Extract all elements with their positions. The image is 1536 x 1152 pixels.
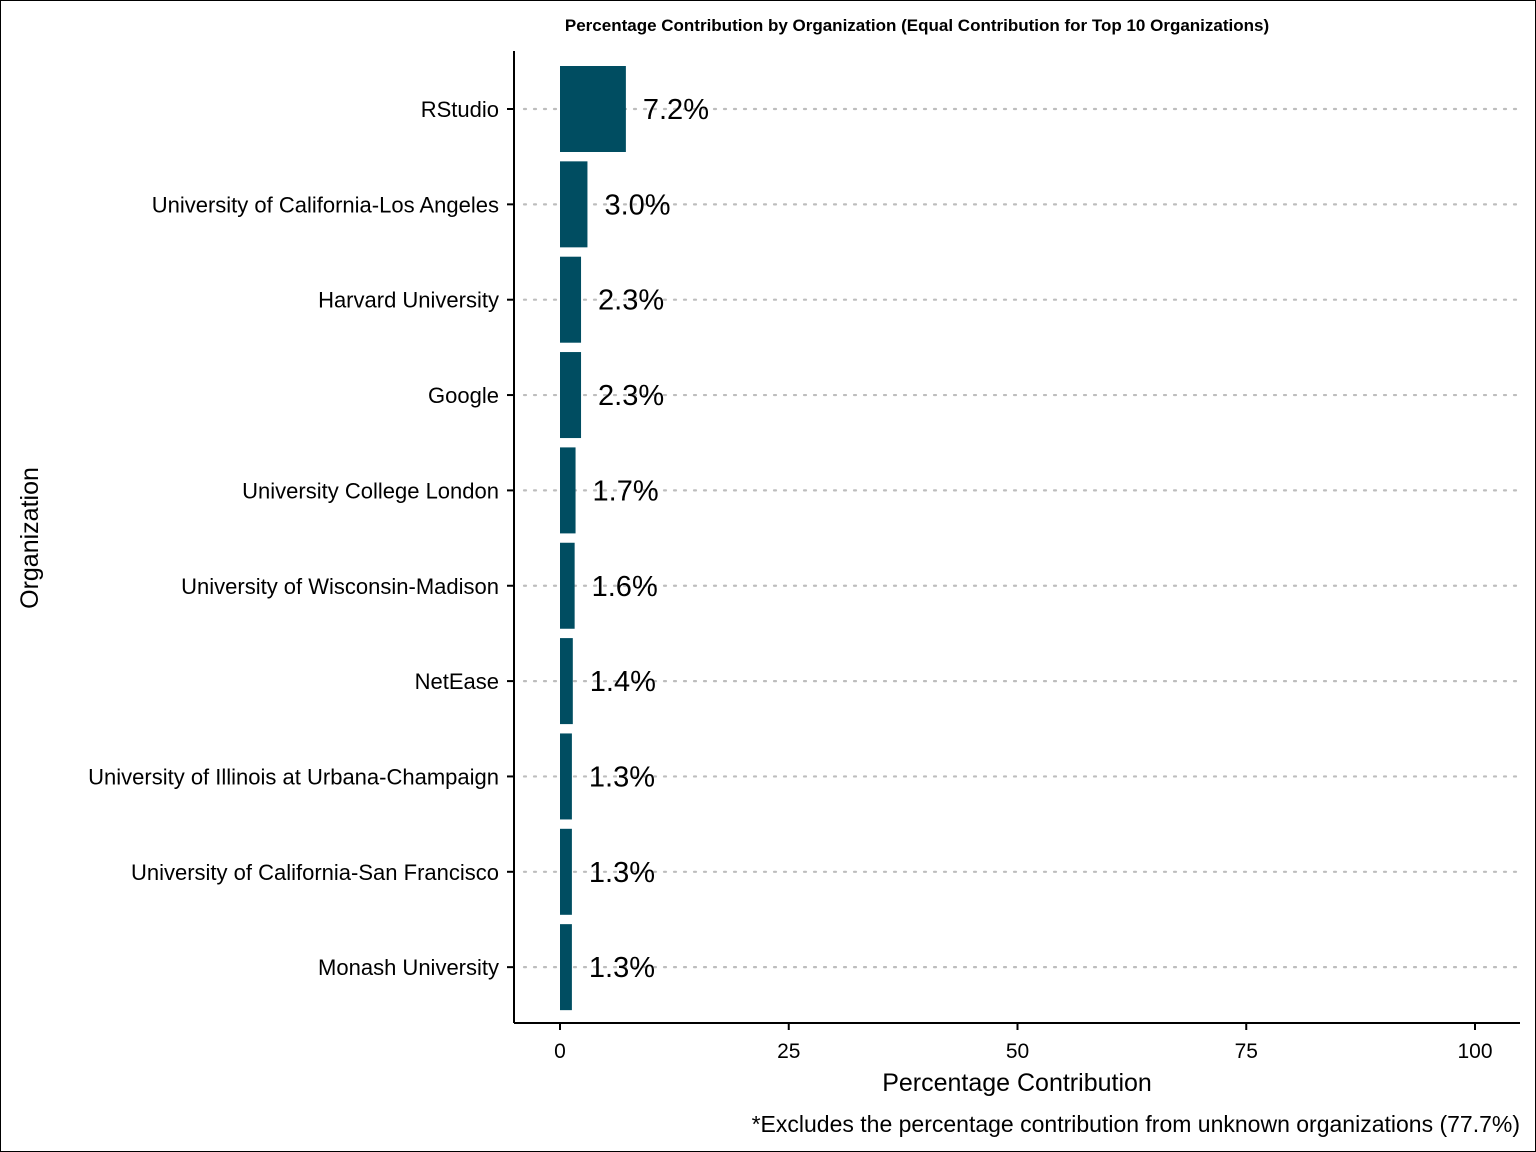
category-label: University of California-Los Angeles [152,192,499,217]
bar [560,352,582,439]
bar [560,447,576,534]
x-tick-label: 75 [1235,1040,1258,1063]
y-axis-title: Organization [16,467,44,609]
category-label: Harvard University [318,288,499,313]
category-label: University of California-San Francisco [131,860,499,885]
bar [560,638,573,725]
bar [560,161,588,248]
category-label: RStudio [421,97,499,122]
bar [560,66,626,152]
x-tick-label: 100 [1457,1040,1492,1063]
x-tick-label: 50 [1006,1040,1029,1063]
category-label: NetEase [415,669,499,694]
data-label: 1.6% [592,571,658,603]
data-label: 2.3% [598,285,664,317]
bar [560,542,575,629]
data-label: 1.3% [589,761,655,793]
x-axis-ticks: 0 25 50 75 100 [554,1023,1493,1063]
bar [560,256,582,343]
data-label: 2.3% [598,380,664,412]
bar [560,924,572,1011]
bar [560,828,572,915]
data-labels: 7.2% 3.0% 2.3% 2.3% 1.7% 1.6% 1.4% 1.3% 1.3% 1.3% [589,94,709,984]
category-label: University of Wisconsin-Madison [181,574,499,599]
x-tick-label: 0 [554,1040,566,1063]
data-label: 1.3% [589,952,655,984]
category-label: University of Illinois at Urbana-Champai… [88,764,499,789]
bar [560,733,572,820]
category-label: Google [428,383,499,408]
chart-title: Percentage Contribution by Organization … [565,16,1269,35]
data-label: 3.0% [604,189,670,221]
data-label: 1.7% [593,475,659,507]
category-labels: RStudio University of California-Los Ange… [88,97,514,980]
data-label: 1.3% [589,857,655,889]
chart-caption: *Excludes the percentage contribution fr… [752,1111,1520,1137]
category-label: University College London [242,478,499,503]
data-label: 1.4% [590,666,656,698]
x-tick-label: 25 [777,1040,800,1063]
grid-lines [522,107,1522,969]
x-axis-title: Percentage Contribution [882,1069,1152,1097]
data-label: 7.2% [643,94,709,126]
bars [560,66,626,1011]
category-label: Monash University [318,955,499,980]
